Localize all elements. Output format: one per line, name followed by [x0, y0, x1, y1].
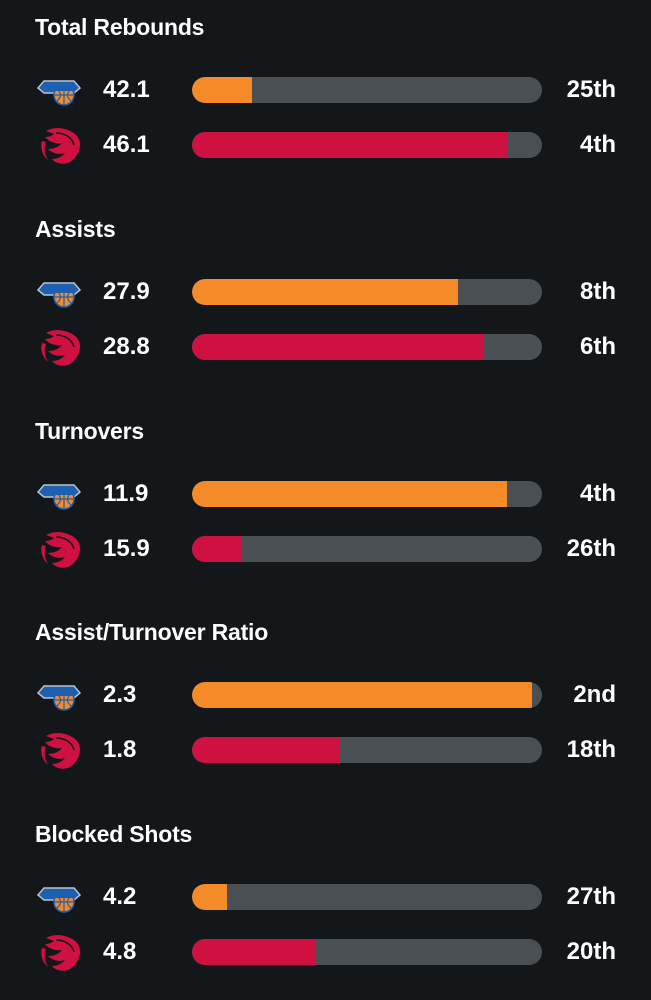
knicks-logo-icon	[34, 272, 84, 312]
stat-row-knicks: 27.9 8th	[0, 272, 651, 312]
raptors-logo-icon	[34, 529, 84, 569]
stat-bar-fill	[192, 77, 252, 103]
stat-rank: 8th	[580, 278, 616, 305]
stat-value: 2.3	[103, 681, 137, 708]
stat-row-raptors: 46.1 4th	[0, 125, 651, 165]
stat-rank: 2nd	[573, 681, 616, 708]
stat-row-raptors: 4.8 20th	[0, 932, 651, 972]
stat-bar-track	[192, 279, 542, 305]
stat-bar-track	[192, 682, 542, 708]
stat-bar-track	[192, 334, 542, 360]
stat-bar-track	[192, 536, 542, 562]
stat-rank: 20th	[566, 938, 616, 965]
stat-bar-track	[192, 884, 542, 910]
stat-rank: 18th	[566, 736, 616, 763]
raptors-logo-icon	[34, 327, 84, 367]
stat-value: 46.1	[103, 131, 150, 158]
stat-row-knicks: 42.1 25th	[0, 70, 651, 110]
stat-rank: 4th	[580, 131, 616, 158]
stat-bar-fill	[192, 481, 507, 507]
knicks-logo-icon	[34, 474, 84, 514]
stat-value: 15.9	[103, 535, 150, 562]
raptors-logo-icon	[34, 125, 84, 165]
stat-bar-fill	[192, 682, 532, 708]
stat-title: Blocked Shots	[35, 821, 193, 847]
knicks-logo-icon	[34, 70, 84, 110]
stat-value: 1.8	[103, 736, 137, 763]
stat-value: 4.2	[103, 883, 137, 910]
stat-rank: 6th	[580, 333, 616, 360]
stat-value: 11.9	[103, 480, 149, 507]
stat-row-raptors: 28.8 6th	[0, 327, 651, 367]
stat-bar-fill	[192, 132, 507, 158]
stat-bar-fill	[192, 334, 483, 360]
raptors-logo-icon	[34, 730, 84, 770]
stat-bar-track	[192, 132, 542, 158]
stat-rank: 4th	[580, 480, 616, 507]
stat-bar-fill	[192, 279, 458, 305]
stat-rank: 27th	[566, 883, 616, 910]
stat-bar-track	[192, 737, 542, 763]
stat-row-knicks: 11.9 4th	[0, 474, 651, 514]
stat-bar-fill	[192, 884, 227, 910]
raptors-logo-icon	[34, 932, 84, 972]
stat-title: Assists	[35, 216, 116, 242]
stat-value: 27.9	[103, 278, 150, 305]
stat-row-knicks: 2.3 2nd	[0, 675, 651, 715]
stat-bar-track	[192, 77, 542, 103]
stat-bar-track	[192, 939, 542, 965]
stat-value: 28.8	[103, 333, 150, 360]
stat-bar-track	[192, 481, 542, 507]
stat-title: Turnovers	[35, 418, 144, 444]
stat-row-raptors: 1.8 18th	[0, 730, 651, 770]
stat-bar-fill	[192, 536, 241, 562]
stat-row-raptors: 15.9 26th	[0, 529, 651, 569]
stat-row-knicks: 4.2 27th	[0, 877, 651, 917]
stat-rank: 25th	[566, 76, 616, 103]
stat-bar-fill	[192, 939, 315, 965]
stat-value: 42.1	[103, 76, 150, 103]
stat-title: Total Rebounds	[35, 14, 205, 40]
stat-title: Assist/Turnover Ratio	[35, 619, 269, 645]
stat-bar-fill	[192, 737, 339, 763]
stat-rank: 26th	[566, 535, 616, 562]
knicks-logo-icon	[34, 675, 84, 715]
stat-value: 4.8	[103, 938, 137, 965]
knicks-logo-icon	[34, 877, 84, 917]
